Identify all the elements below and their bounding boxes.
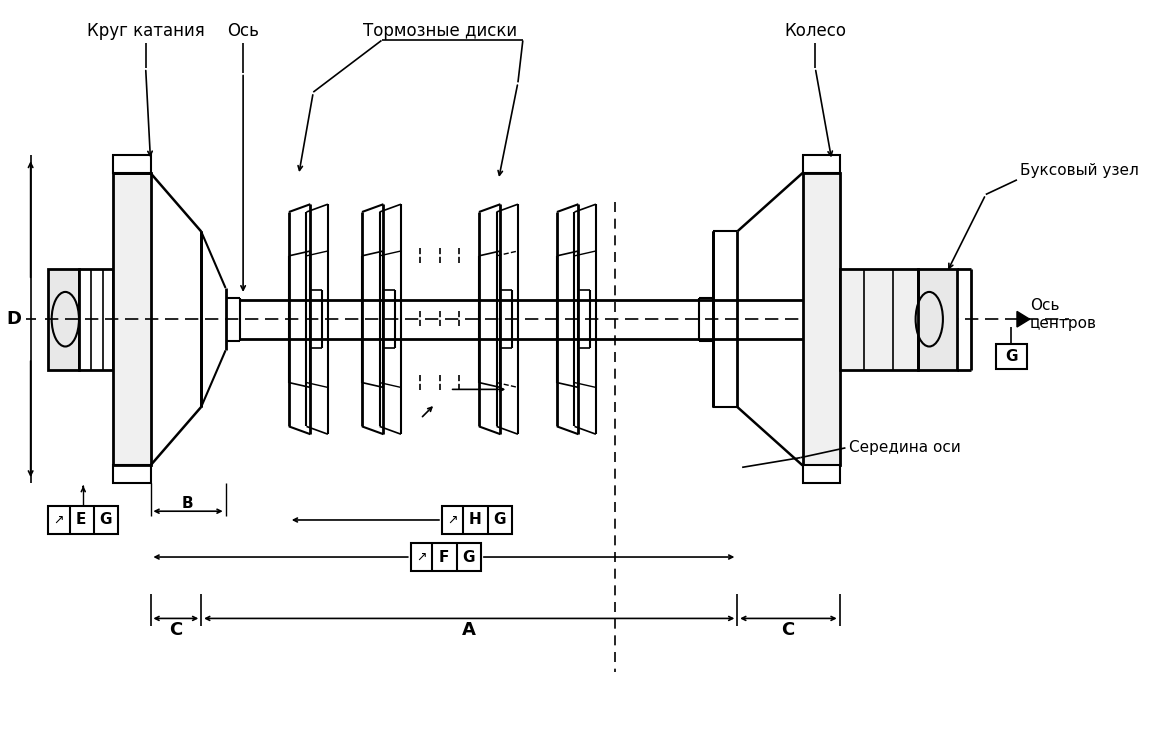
- Text: Середина оси: Середина оси: [850, 440, 961, 455]
- Polygon shape: [1017, 311, 1030, 327]
- Text: C: C: [781, 621, 794, 639]
- Bar: [411, 543, 481, 571]
- Bar: [114, 156, 151, 173]
- Text: C: C: [170, 621, 182, 639]
- Text: G: G: [1005, 349, 1017, 364]
- Text: G: G: [493, 512, 506, 528]
- Text: Тормозные диски: Тормозные диски: [363, 22, 517, 39]
- Text: Ось
центров: Ось центров: [1030, 298, 1097, 330]
- Text: G: G: [462, 550, 475, 564]
- Text: E: E: [77, 512, 87, 528]
- Bar: [48, 268, 79, 370]
- Bar: [802, 466, 839, 483]
- Text: Колесо: Колесо: [784, 22, 846, 39]
- Text: G: G: [100, 512, 111, 528]
- Text: Круг катания: Круг катания: [87, 22, 204, 39]
- Bar: [442, 507, 512, 534]
- Text: F: F: [439, 550, 449, 564]
- Text: D: D: [6, 310, 21, 328]
- Bar: [114, 173, 151, 466]
- Bar: [995, 344, 1026, 369]
- Ellipse shape: [916, 292, 943, 346]
- Text: ↗: ↗: [53, 513, 64, 526]
- Text: Буксовый узел: Буксовый узел: [1019, 162, 1139, 178]
- Bar: [917, 268, 957, 370]
- Text: ↗: ↗: [416, 550, 427, 564]
- Bar: [802, 173, 839, 466]
- Text: H: H: [469, 512, 482, 528]
- Text: A: A: [462, 621, 476, 639]
- Ellipse shape: [52, 292, 79, 346]
- Text: ↗: ↗: [447, 513, 457, 526]
- Text: B: B: [182, 496, 194, 511]
- Bar: [48, 507, 118, 534]
- Text: Ось: Ось: [228, 22, 259, 39]
- Bar: [79, 268, 114, 370]
- Bar: [839, 268, 917, 370]
- Bar: [114, 466, 151, 483]
- Bar: [802, 156, 839, 173]
